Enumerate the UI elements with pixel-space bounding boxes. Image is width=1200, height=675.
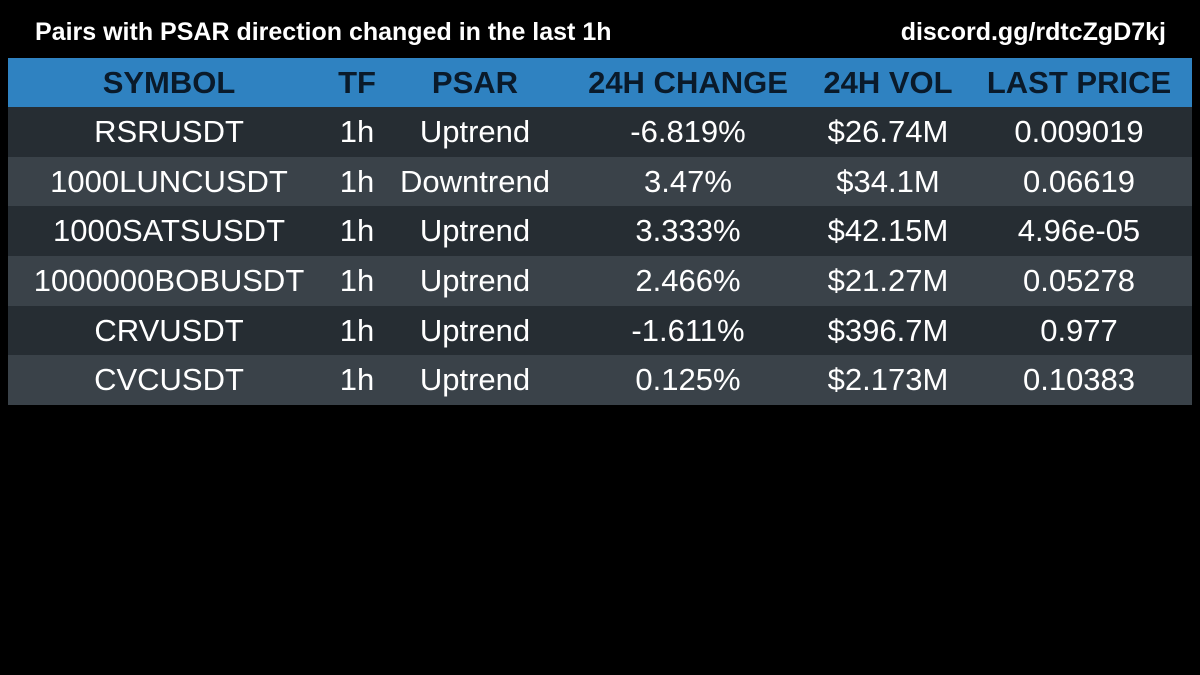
cell-symbol: RSRUSDT <box>94 113 244 149</box>
cell-symbol: 1000SATSUSDT <box>52 213 285 249</box>
cell-tf: 1h <box>339 362 375 398</box>
table-row: 1000SATSUSDT 1h Uptrend 3.333% $42.15M 4… <box>8 206 1192 257</box>
discord-invite-link[interactable]: discord.gg/rdtcZgD7kj <box>900 18 1166 46</box>
cell-psar: Uptrend <box>419 362 531 398</box>
cell-tf: 1h <box>339 163 375 199</box>
cell-24h-change: 2.466% <box>635 262 741 298</box>
cell-last-price: 0.06619 <box>1022 163 1136 199</box>
cell-24h-vol: $34.1M <box>836 163 940 199</box>
cell-tf: 1h <box>339 213 375 249</box>
cell-psar: Uptrend <box>419 113 531 149</box>
cell-psar: Uptrend <box>419 213 531 249</box>
cell-last-price: 4.96e-05 <box>1017 213 1141 249</box>
cell-24h-vol: $2.173M <box>827 362 949 398</box>
table-row: RSRUSDT 1h Uptrend -6.819% $26.74M 0.009… <box>8 107 1192 157</box>
table-row: CVCUSDT 1h Uptrend 0.125% $2.173M 0.1038… <box>8 355 1192 406</box>
cell-last-price: 0.009019 <box>1014 113 1144 149</box>
cell-symbol: 1000000BOBUSDT <box>33 262 305 298</box>
cell-tf: 1h <box>339 262 375 298</box>
cell-24h-change: -1.611% <box>631 312 745 348</box>
cell-last-price: 0.977 <box>1040 312 1118 348</box>
cell-24h-vol: $42.15M <box>827 213 949 249</box>
column-header-symbol[interactable]: SYMBOL <box>102 64 236 100</box>
cell-24h-change: 3.333% <box>635 213 741 249</box>
cell-psar: Downtrend <box>400 163 550 199</box>
psar-pairs-table: SYMBOL TF PSAR 24H CHANGE 24H VOL LAST P… <box>8 58 1192 406</box>
column-header-24h-vol[interactable]: 24H VOL <box>823 64 953 100</box>
table-row: 1000LUNCUSDT 1h Downtrend 3.47% $34.1M 0… <box>8 156 1192 207</box>
cell-24h-change: 3.47% <box>644 163 732 199</box>
cell-psar: Uptrend <box>419 312 531 348</box>
cell-24h-vol: $396.7M <box>827 312 949 348</box>
cell-symbol: CVCUSDT <box>94 362 244 398</box>
cell-24h-vol: $26.74M <box>827 113 949 149</box>
cell-24h-change: 0.125% <box>635 362 741 398</box>
cell-tf: 1h <box>339 113 375 149</box>
cell-psar: Uptrend <box>419 262 531 298</box>
cell-symbol: CRVUSDT <box>94 312 244 348</box>
page-header: Pairs with PSAR direction changed in the… <box>0 0 1200 58</box>
cell-24h-change: -6.819% <box>630 113 746 149</box>
cell-24h-vol: $21.27M <box>827 262 949 298</box>
cell-symbol: 1000LUNCUSDT <box>50 163 288 199</box>
column-header-psar[interactable]: PSAR <box>431 64 519 100</box>
table-header-row: SYMBOL TF PSAR 24H CHANGE 24H VOL LAST P… <box>8 58 1192 107</box>
column-header-tf[interactable]: TF <box>338 64 376 100</box>
cell-last-price: 0.05278 <box>1022 262 1136 298</box>
table-row: 1000000BOBUSDT 1h Uptrend 2.466% $21.27M… <box>8 256 1192 306</box>
cell-last-price: 0.10383 <box>1022 362 1136 398</box>
cell-tf: 1h <box>339 312 375 348</box>
table-row: CRVUSDT 1h Uptrend -1.611% $396.7M 0.977 <box>8 305 1192 356</box>
page-title: Pairs with PSAR direction changed in the… <box>35 18 612 46</box>
column-header-24h-change[interactable]: 24H CHANGE <box>588 64 788 100</box>
column-header-last-price[interactable]: LAST PRICE <box>986 64 1172 100</box>
